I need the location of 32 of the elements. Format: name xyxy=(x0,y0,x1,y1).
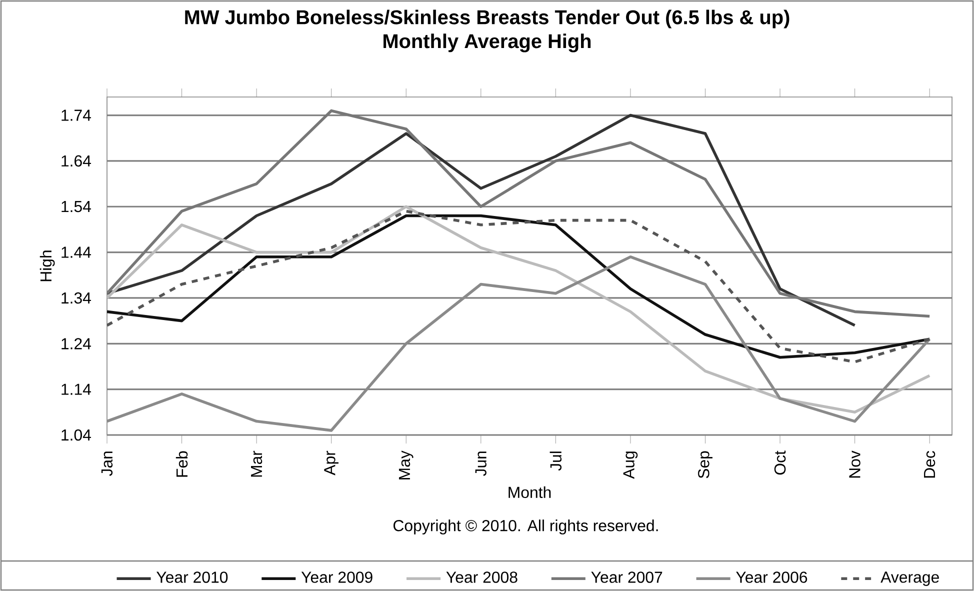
legend-label: Year 2007 xyxy=(591,572,662,583)
x-tick-label: Mar xyxy=(250,450,262,477)
x-tick-label: Aug xyxy=(623,452,638,479)
x-tick-label: Jun xyxy=(475,452,486,476)
y-tick-label: 1.14 xyxy=(62,384,91,395)
y-tick-label: 1.34 xyxy=(62,292,91,304)
chart-subtitle: Monthly Average High xyxy=(384,34,591,52)
x-tick-label: Jan xyxy=(101,452,113,476)
x-tick-label: Oct xyxy=(774,450,786,475)
y-tick-label: 1.64 xyxy=(62,155,91,167)
y-tick-label: 1.04 xyxy=(62,429,91,441)
chart-title: MW Jumbo Boneless/Skinless Breasts Tender Out (6.5 lbs & up) xyxy=(185,10,790,28)
x-tick-label: Sep xyxy=(698,451,712,478)
y-tick-label: 1.44 xyxy=(62,246,91,258)
y-axis-title: High xyxy=(40,250,55,282)
legend-label: Year 2006 xyxy=(736,572,808,583)
x-tick-label: May xyxy=(398,450,414,480)
legend-label: Year 2009 xyxy=(301,572,372,583)
x-tick-label: Feb xyxy=(176,451,188,477)
legend-label: Year 2008 xyxy=(446,572,518,583)
legend-label: Year 2010 xyxy=(156,572,228,583)
y-tick-label: 1.24 xyxy=(62,338,91,350)
x-tick-label: Apr xyxy=(324,450,338,476)
text: Copyright © 2010. All rights reserved. xyxy=(394,520,658,534)
x-tick-label: Nov xyxy=(849,450,860,478)
line-series xyxy=(107,205,931,414)
y-tick-label: 1.74 xyxy=(62,110,91,121)
legend-label: Average xyxy=(880,572,939,586)
x-tick-label: Dec xyxy=(924,450,936,478)
y-tick-label: 1.54 xyxy=(62,201,91,212)
x-tick-label: Jul xyxy=(550,452,562,471)
x-axis-title: Month xyxy=(508,486,551,498)
